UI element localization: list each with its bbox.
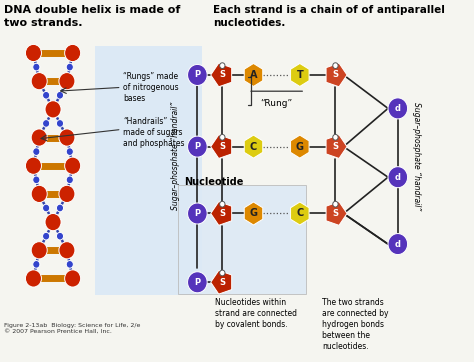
Text: G: G [296,142,304,152]
Circle shape [33,261,40,268]
Circle shape [64,270,81,287]
Polygon shape [326,135,347,159]
Circle shape [31,242,47,259]
Circle shape [388,167,408,188]
Circle shape [388,233,408,254]
Text: S: S [219,71,225,79]
Polygon shape [244,202,263,225]
Circle shape [188,136,207,157]
Text: S: S [219,209,225,218]
Text: P: P [194,278,201,287]
Circle shape [66,261,73,268]
Circle shape [43,119,50,127]
Circle shape [56,92,64,99]
Circle shape [188,64,207,85]
Text: Figure 2-13ab  Biology: Science for Life, 2/e
© 2007 Pearson Prentice Hall, Inc.: Figure 2-13ab Biology: Science for Life,… [4,323,140,334]
Text: P: P [194,142,201,151]
Circle shape [31,129,47,146]
Text: P: P [194,71,201,79]
Text: d: d [395,104,401,113]
Circle shape [33,176,40,184]
Text: Nucleotide: Nucleotide [184,177,243,187]
Circle shape [219,270,225,276]
Circle shape [66,176,73,184]
Text: The two strands
are connected by
hydrogen bonds
between the
nucleotides.: The two strands are connected by hydroge… [322,298,389,351]
FancyBboxPatch shape [95,46,202,295]
Text: “Handrails”
made of sugars
and phosphates: “Handrails” made of sugars and phosphate… [123,117,185,148]
Polygon shape [326,63,347,87]
Circle shape [56,204,64,212]
Text: S: S [332,142,338,151]
Text: S: S [219,142,225,151]
Text: Nucleotides within
strand are connected
by covalent bonds.: Nucleotides within strand are connected … [215,298,297,329]
Circle shape [33,148,40,155]
Circle shape [388,98,408,119]
Circle shape [43,92,50,99]
Polygon shape [244,135,263,158]
Text: Sugar–phosphate “handrail”: Sugar–phosphate “handrail” [171,102,180,210]
Text: G: G [249,209,257,219]
Circle shape [219,134,225,140]
Polygon shape [326,202,347,225]
Circle shape [64,157,81,174]
Circle shape [333,63,338,68]
Polygon shape [244,63,263,87]
Text: P: P [194,209,201,218]
Text: DNA double helix is made of
two strands.: DNA double helix is made of two strands. [4,5,181,28]
Circle shape [45,101,61,118]
Polygon shape [211,270,232,294]
Circle shape [56,119,64,127]
Circle shape [56,232,64,240]
Circle shape [45,214,61,231]
Circle shape [43,204,50,212]
Circle shape [59,129,75,146]
Text: C: C [296,209,303,219]
Circle shape [333,134,338,140]
Circle shape [33,63,40,71]
Circle shape [59,72,75,90]
Circle shape [45,214,61,231]
Text: S: S [219,278,225,287]
Text: T: T [296,70,303,80]
FancyBboxPatch shape [178,185,306,294]
Text: A: A [250,70,257,80]
Text: Sugar–phosphate “handrail”: Sugar–phosphate “handrail” [412,102,421,210]
Polygon shape [291,63,309,87]
Text: C: C [250,142,257,152]
Polygon shape [211,202,232,225]
Circle shape [219,63,225,68]
Polygon shape [291,135,309,158]
Polygon shape [291,202,309,225]
Circle shape [26,45,42,62]
Text: “Rungs” made
of nitrogenous
bases: “Rungs” made of nitrogenous bases [123,72,179,103]
Circle shape [64,45,81,62]
Circle shape [59,242,75,259]
Text: S: S [332,71,338,79]
Circle shape [333,201,338,207]
Circle shape [59,185,75,202]
Circle shape [66,63,73,71]
Circle shape [26,157,42,174]
Text: “Rung”: “Rung” [261,99,293,108]
Polygon shape [211,63,232,87]
Circle shape [219,201,225,207]
Circle shape [43,232,50,240]
Polygon shape [211,135,232,159]
Text: Each strand is a chain of of antiparallel
nucleotides.: Each strand is a chain of of antiparalle… [213,5,445,28]
Circle shape [45,101,61,118]
Circle shape [188,272,207,293]
Circle shape [26,270,42,287]
Text: d: d [395,173,401,182]
Text: S: S [332,209,338,218]
Text: d: d [395,240,401,249]
Circle shape [31,72,47,90]
Circle shape [66,148,73,155]
Circle shape [188,203,207,224]
Circle shape [31,185,47,202]
